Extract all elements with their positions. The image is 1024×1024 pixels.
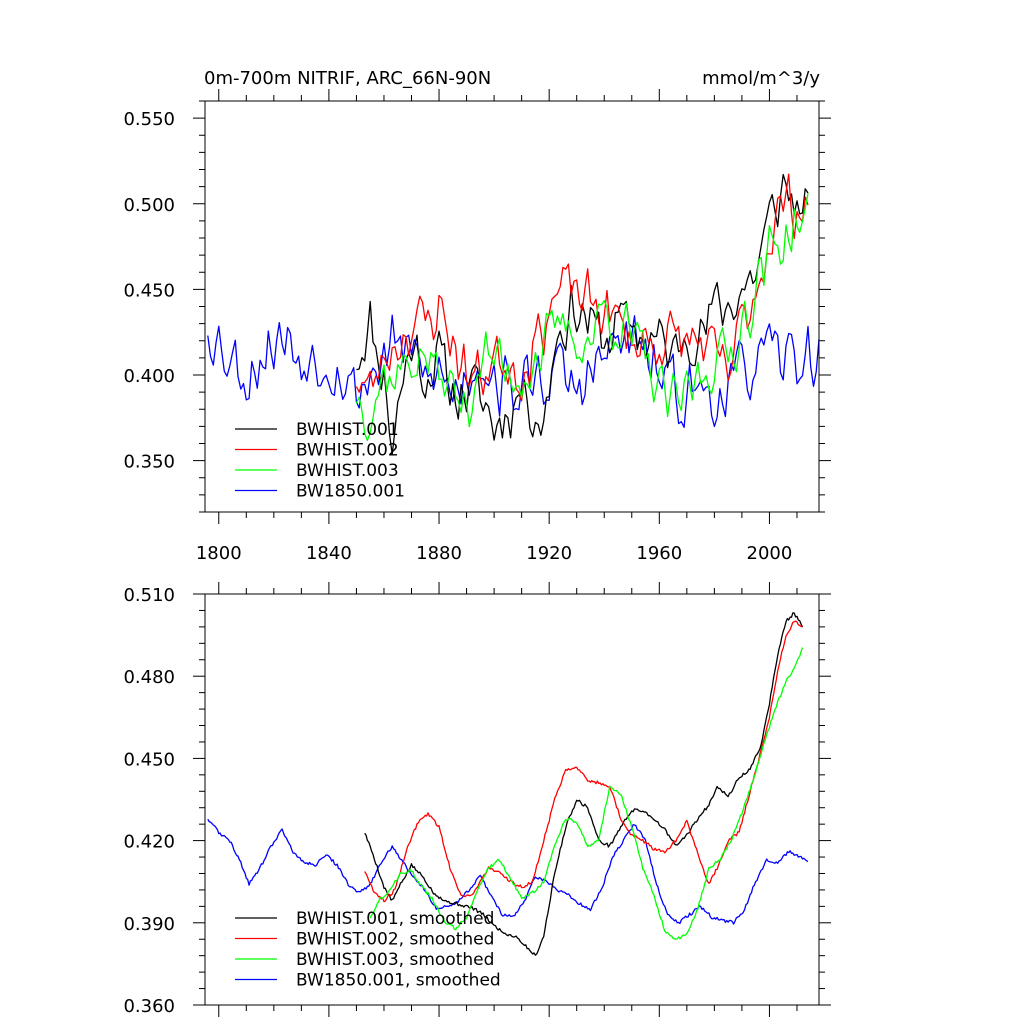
top-axis-ticks: 1800 1840 1880 1920 1960 2000 0.350 0.400 0.450 0…: [123, 89, 831, 564]
bottom-panel: 0.360 0.390 0.420 0.450 0.480 0.510 BWHIST.00…: [123, 582, 831, 1017]
top-panel: 0m-700m NITRIF, ARC_66N-90N mmol/m^3/y 1…: [123, 68, 831, 564]
chart-title: 0m-700m NITRIF, ARC_66N-90N: [204, 68, 491, 89]
bottom-legend-label: BW1850.001, smoothed: [296, 971, 501, 991]
top-y-tick-label: 0.350: [123, 452, 175, 473]
top-y-tick-label: 0.500: [123, 195, 175, 216]
bottom-y-tick-label: 0.420: [123, 832, 175, 853]
bottom-series-line-4: [207, 818, 809, 925]
top-y-tick-label: 0.400: [123, 366, 175, 387]
top-x-tick-label: 1880: [416, 543, 462, 564]
bottom-plot-frame: [204, 593, 820, 1006]
top-x-tick-label: 2000: [747, 543, 793, 564]
top-series-line-1: [356, 173, 809, 455]
bottom-series-group: [207, 612, 809, 956]
bottom-y-tick-label: 0.450: [123, 749, 175, 770]
top-legend-label: BW1850.001: [296, 482, 405, 502]
top-series-line-2: [355, 173, 809, 402]
bottom-y-tick-label: 0.390: [123, 914, 175, 935]
bottom-y-tick-label: 0.510: [123, 585, 175, 606]
bottom-y-tick-label: 0.480: [123, 667, 175, 688]
top-legend-label: BWHIST.002: [296, 441, 399, 461]
top-x-tick-label: 1960: [636, 543, 682, 564]
bottom-legend-label: BWHIST.001, smoothed: [296, 909, 494, 929]
top-x-tick-label: 1840: [306, 543, 352, 564]
top-series-line-3: [355, 193, 809, 442]
top-legend-label: BWHIST.003: [296, 461, 399, 481]
bottom-axis-ticks: 0.360 0.390 0.420 0.450 0.480 0.510: [123, 582, 831, 1017]
bottom-legend-label: BWHIST.002, smoothed: [296, 930, 494, 950]
top-x-tick-label: 1800: [196, 543, 242, 564]
bottom-series-line-2: [364, 620, 803, 903]
bottom-series-line-3: [369, 647, 804, 940]
top-series-group: [207, 173, 820, 455]
bottom-series-line-1: [364, 612, 804, 956]
top-plot-frame: [204, 100, 820, 513]
bottom-legend-label: BWHIST.003, smoothed: [296, 950, 494, 970]
top-y-tick-label: 0.550: [123, 109, 175, 130]
top-legend-label: BWHIST.001: [296, 420, 399, 440]
top-x-tick-label: 1920: [526, 543, 572, 564]
bottom-y-tick-label: 0.360: [123, 996, 175, 1017]
units-label: mmol/m^3/y: [702, 68, 820, 89]
top-y-tick-label: 0.450: [123, 280, 175, 301]
